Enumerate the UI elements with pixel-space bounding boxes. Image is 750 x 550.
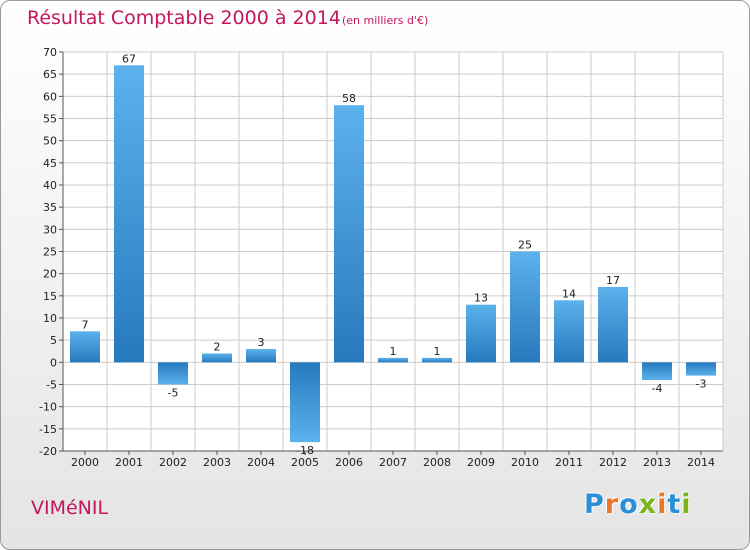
data-label: 25 xyxy=(518,239,532,252)
x-tick-label: 2001 xyxy=(115,456,143,469)
y-tick-label: 0 xyxy=(50,356,57,369)
bar xyxy=(510,251,540,363)
data-label: 13 xyxy=(474,292,488,305)
bar xyxy=(246,349,276,363)
y-tick-label: 60 xyxy=(43,90,57,103)
logo-letter: P xyxy=(584,489,605,520)
proxiti-logo: Proxiti xyxy=(584,489,692,520)
x-tick-label: 2014 xyxy=(687,456,715,469)
y-tick-label: 10 xyxy=(43,312,57,325)
y-tick-label: 30 xyxy=(43,223,57,236)
logo-letter: x xyxy=(638,489,658,520)
data-label: -3 xyxy=(696,378,707,391)
bar xyxy=(202,353,232,363)
x-tick-label: 2008 xyxy=(423,456,451,469)
data-label: -5 xyxy=(168,387,179,400)
y-tick-label: 50 xyxy=(43,135,57,148)
x-tick-label: 2005 xyxy=(291,456,319,469)
data-label: 1 xyxy=(434,345,441,358)
x-tick-label: 2010 xyxy=(511,456,539,469)
x-tick-label: 2007 xyxy=(379,456,407,469)
x-tick-label: 2003 xyxy=(203,456,231,469)
commune-name: VIMéNIL xyxy=(31,497,109,519)
logo-letter: o xyxy=(619,489,639,520)
data-label: 7 xyxy=(82,318,89,331)
bar xyxy=(158,362,188,385)
x-tick-label: 2004 xyxy=(247,456,275,469)
logo-letter: i xyxy=(657,489,668,520)
x-tick-label: 2006 xyxy=(335,456,363,469)
data-label: 14 xyxy=(562,287,576,300)
y-tick-label: 40 xyxy=(43,179,57,192)
bar xyxy=(422,357,452,363)
x-tick-label: 2011 xyxy=(555,456,583,469)
logo-letter: i xyxy=(681,489,692,520)
bar xyxy=(378,357,408,363)
x-tick-label: 2009 xyxy=(467,456,495,469)
x-tick-label: 2012 xyxy=(599,456,627,469)
bar xyxy=(598,286,628,363)
bar xyxy=(554,300,584,363)
y-tick-label: -5 xyxy=(46,379,57,392)
y-tick-label: 55 xyxy=(43,113,57,126)
y-tick-label: -10 xyxy=(39,401,57,414)
y-tick-label: 65 xyxy=(43,68,57,81)
x-tick-label: 2013 xyxy=(643,456,671,469)
y-tick-label: 5 xyxy=(50,334,57,347)
chart-subtitle: (en milliers d'€) xyxy=(342,14,429,27)
chart-title: Résultat Comptable 2000 à 2014 xyxy=(27,7,341,29)
y-tick-label: -20 xyxy=(39,445,57,458)
logo-letter: r xyxy=(604,489,620,520)
bar xyxy=(290,362,320,443)
bar xyxy=(642,362,672,381)
data-label: 2 xyxy=(214,340,221,353)
bar xyxy=(466,304,496,363)
y-tick-label: 45 xyxy=(43,157,57,170)
data-label: 3 xyxy=(258,336,265,349)
data-label: 17 xyxy=(606,274,620,287)
data-label: -4 xyxy=(652,382,663,395)
data-label: -18 xyxy=(296,444,314,457)
data-label: 67 xyxy=(122,52,136,65)
bar xyxy=(114,65,144,363)
x-tick-label: 2002 xyxy=(159,456,187,469)
bar xyxy=(686,362,716,376)
y-tick-label: 70 xyxy=(43,46,57,59)
y-tick-label: 25 xyxy=(43,246,57,259)
bar xyxy=(334,105,364,363)
data-label: 1 xyxy=(390,345,397,358)
y-tick-label: 20 xyxy=(43,268,57,281)
x-tick-label: 2000 xyxy=(71,456,99,469)
bar xyxy=(70,331,100,363)
logo-letter: t xyxy=(667,489,682,520)
y-tick-label: 35 xyxy=(43,201,57,214)
y-tick-label: 15 xyxy=(43,290,57,303)
data-label: 58 xyxy=(342,92,356,105)
y-tick-label: -15 xyxy=(39,423,57,436)
